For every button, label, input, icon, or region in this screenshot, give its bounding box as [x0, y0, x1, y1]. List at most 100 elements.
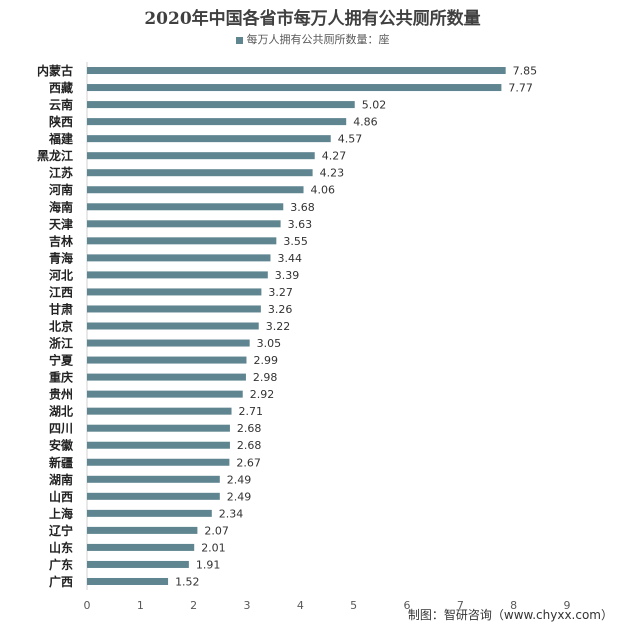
- data-label: 2.98: [253, 371, 278, 384]
- category-label: 山西: [49, 489, 73, 504]
- category-label: 安徽: [49, 438, 74, 453]
- category-label: 北京: [49, 319, 73, 334]
- bar: [87, 101, 355, 109]
- bar: [87, 373, 246, 381]
- category-label: 海南: [49, 199, 73, 214]
- data-label: 2.92: [250, 388, 275, 401]
- bar: [87, 305, 261, 313]
- category-label: 贵州: [49, 387, 73, 402]
- category-label: 西藏: [49, 80, 73, 95]
- data-label: 1.91: [196, 558, 221, 571]
- bar: [87, 458, 230, 466]
- category-label: 河南: [48, 182, 73, 197]
- x-tick-label: 2: [190, 599, 197, 612]
- bar: [87, 577, 169, 585]
- bar: [87, 322, 259, 330]
- bar: [87, 475, 220, 483]
- bar: [87, 526, 198, 534]
- category-label: 云南: [49, 97, 73, 112]
- bar: [87, 152, 315, 160]
- bar: [87, 424, 230, 432]
- data-label: 3.27: [268, 286, 293, 299]
- category-label: 宁夏: [49, 353, 74, 368]
- category-label: 重庆: [49, 370, 73, 385]
- category-label: 江西: [49, 284, 73, 299]
- category-label: 福建: [48, 131, 74, 146]
- data-label: 2.71: [239, 405, 263, 418]
- data-label: 3.39: [275, 269, 300, 282]
- x-tick-label: 9: [564, 599, 571, 612]
- data-label: 3.05: [257, 337, 282, 350]
- x-tick-label: 1: [137, 599, 144, 612]
- bar: [87, 135, 331, 143]
- x-tick-label: 5: [350, 599, 357, 612]
- data-label: 7.77: [508, 82, 533, 95]
- bar: [87, 356, 247, 364]
- category-label: 山东: [49, 540, 73, 555]
- bar: [87, 220, 281, 228]
- category-label: 吉林: [49, 233, 73, 248]
- bar: [87, 237, 277, 245]
- data-label: 4.27: [322, 150, 347, 163]
- bar: [87, 84, 502, 92]
- bar: [87, 271, 268, 279]
- data-label: 4.57: [338, 133, 363, 146]
- category-label: 浙江: [49, 336, 73, 351]
- legend-swatch: [235, 36, 243, 44]
- data-label: 3.55: [283, 235, 308, 248]
- category-label: 天津: [49, 216, 73, 231]
- bar: [87, 390, 243, 398]
- category-label: 陕西: [49, 114, 73, 129]
- category-label: 黑龙江: [37, 148, 73, 163]
- source-note: 制图：智研咨询（www.chyxx.com）: [407, 608, 613, 622]
- data-label: 3.22: [266, 320, 291, 333]
- category-label: 甘肃: [49, 301, 73, 316]
- legend: 每万人拥有公共厕所数量：座: [0, 31, 625, 47]
- data-label: 5.02: [362, 99, 387, 112]
- data-label: 4.86: [353, 116, 378, 129]
- bar: [87, 203, 284, 211]
- category-label: 辽宁: [49, 523, 73, 538]
- category-label: 河北: [48, 267, 73, 282]
- x-tick-label: 0: [84, 599, 91, 612]
- legend-label: 每万人拥有公共厕所数量：座: [246, 33, 390, 46]
- bar: [87, 509, 212, 517]
- data-label: 3.44: [277, 252, 302, 265]
- bar: [87, 441, 230, 449]
- data-label: 1.52: [175, 575, 200, 588]
- data-label: 4.23: [320, 167, 345, 180]
- data-label: 3.68: [290, 201, 315, 214]
- bar: [87, 339, 250, 347]
- category-label: 湖北: [49, 404, 73, 419]
- category-label: 上海: [49, 506, 73, 521]
- bar: [87, 118, 347, 126]
- x-tick-label: 3: [244, 599, 251, 612]
- category-label: 江苏: [49, 165, 73, 180]
- category-label: 广东: [49, 557, 73, 572]
- x-tick-label: 8: [510, 599, 517, 612]
- data-label: 2.34: [219, 507, 244, 520]
- data-label: 2.49: [227, 473, 252, 486]
- x-tick-label: 7: [457, 599, 464, 612]
- data-label: 2.49: [227, 490, 252, 503]
- data-label: 3.63: [288, 218, 313, 231]
- bar: [87, 492, 220, 500]
- x-tick-label: 6: [404, 599, 411, 612]
- category-label: 新疆: [49, 455, 73, 470]
- category-label: 湖南: [49, 472, 73, 487]
- bar: [87, 186, 304, 194]
- category-label: 青海: [49, 250, 73, 265]
- data-label: 2.07: [204, 524, 229, 537]
- data-label: 2.67: [236, 456, 261, 469]
- bar: [87, 169, 313, 177]
- data-label: 2.99: [253, 354, 278, 367]
- category-label: 内蒙古: [37, 63, 73, 78]
- data-label: 2.01: [201, 541, 226, 554]
- category-label: 四川: [49, 422, 73, 436]
- bar: [87, 288, 262, 296]
- bar: [87, 560, 189, 568]
- data-label: 7.85: [513, 65, 538, 78]
- x-tick-label: 4: [297, 599, 304, 612]
- chart-title: 2020年中国各省市每万人拥有公共厕所数量: [144, 9, 481, 29]
